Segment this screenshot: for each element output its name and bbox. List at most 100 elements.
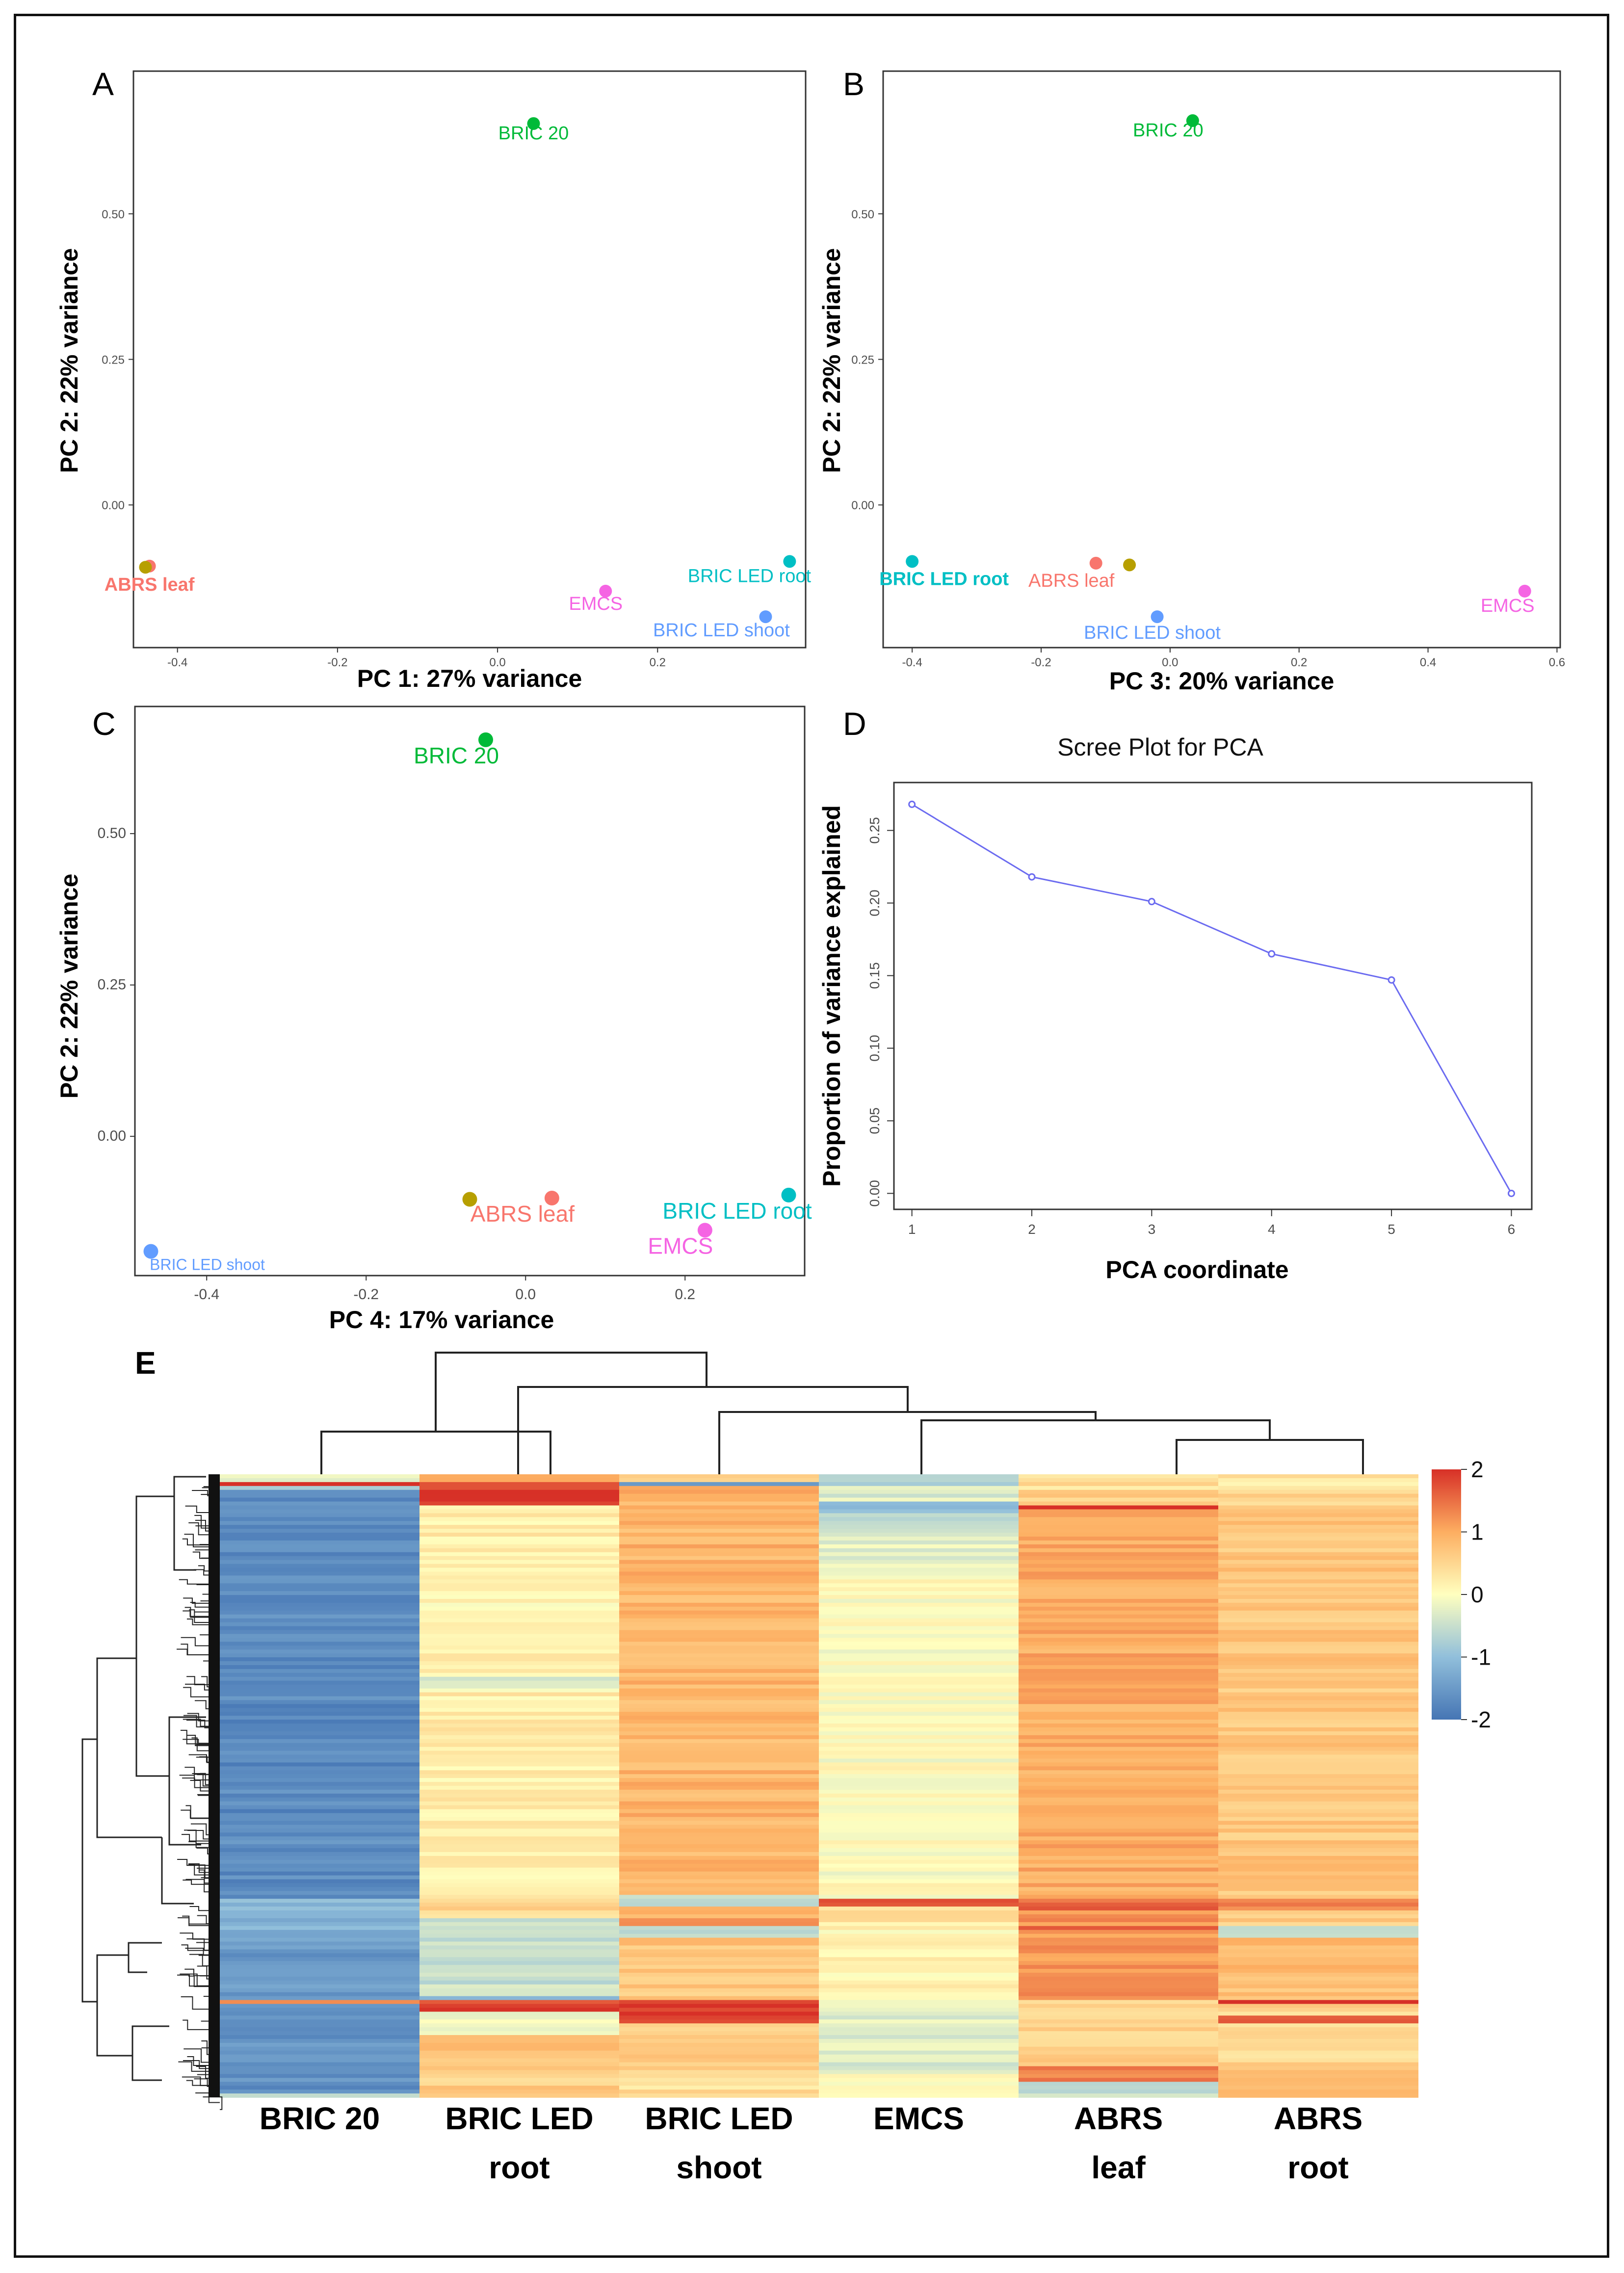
heatmap-cell	[1019, 1984, 1219, 1989]
heatmap-cell	[1218, 1552, 1418, 1557]
heatmap-cell	[619, 1973, 819, 1977]
y-tick-label: 0.00	[98, 1128, 126, 1144]
heatmap-cell	[1218, 1704, 1418, 1709]
heatmap-cell	[1218, 1969, 1418, 1973]
heatmap-cell	[419, 2038, 620, 2043]
plot-frame	[132, 70, 807, 649]
heatmap-cell	[419, 1497, 620, 1502]
heatmap-cell	[819, 1859, 1019, 1864]
heatmap-cell	[419, 1595, 620, 1599]
heatmap-cell	[419, 1840, 620, 1845]
heatmap-cell	[419, 1844, 620, 1849]
heatmap-cell	[619, 1700, 819, 1705]
heatmap-cell	[419, 1825, 620, 1829]
heatmap-cell	[1019, 1626, 1219, 1631]
heatmap-cell	[819, 2086, 1019, 2090]
heatmap-cell	[1218, 1735, 1418, 1740]
heatmap-cell	[419, 2062, 620, 2067]
column-label-line2: root	[1287, 2150, 1348, 2185]
heatmap-cell	[819, 1914, 1019, 1919]
scree-line	[911, 804, 1512, 1194]
heatmap-cell	[1019, 1556, 1219, 1561]
row-dendrogram-leaf	[185, 1805, 220, 1819]
heatmap-cell	[619, 1544, 819, 1549]
heatmap-cell	[619, 1945, 819, 1950]
heatmap-cell	[619, 1903, 819, 1907]
heatmap-cell	[419, 1750, 620, 1755]
y-tick-label: 0.20	[867, 889, 882, 916]
heatmap-cell	[419, 1961, 620, 1965]
heatmap-cell	[419, 2058, 620, 2063]
heatmap-cell	[1218, 1638, 1418, 1643]
point-label: BRIC LED shoot	[150, 1256, 265, 1274]
heatmap-cell	[419, 1669, 620, 1673]
heatmap-cell	[819, 1583, 1019, 1588]
heatmap-cell	[619, 1591, 819, 1595]
dendro-link-5	[517, 1386, 909, 1474]
heatmap-cell	[419, 1992, 620, 1997]
heatmap-cell	[220, 1591, 420, 1595]
heatmap-cell	[220, 1638, 420, 1643]
heatmap-cell	[220, 2058, 420, 2063]
heatmap-cell	[619, 2093, 819, 2098]
heatmap-cell	[419, 1926, 620, 1931]
heatmap-cell	[1019, 1724, 1219, 1728]
heatmap-cell	[619, 2015, 819, 2020]
heatmap-cell	[819, 1642, 1019, 1646]
heatmap-cell	[419, 2070, 620, 2075]
y-tick-label: 0.00	[102, 499, 125, 512]
heatmap-cell	[419, 2078, 620, 2083]
heatmap-cell	[1019, 1595, 1219, 1599]
heatmap-cell	[1218, 1731, 1418, 1736]
heatmap-cell	[1019, 1774, 1219, 1778]
heatmap-cell	[819, 1863, 1019, 1868]
heatmap-cell	[220, 1731, 420, 1736]
heatmap-cell	[619, 1501, 819, 1506]
heatmap-cell	[220, 2046, 420, 2051]
heatmap-cell	[220, 1887, 420, 1892]
heatmap-cell	[220, 1614, 420, 1619]
heatmap-cell	[1019, 1571, 1219, 1576]
heatmap-cell	[419, 1716, 620, 1720]
heatmap-cell	[220, 1910, 420, 1915]
heatmap-cell	[1218, 1583, 1418, 1588]
point-label: BRIC 20	[1133, 120, 1204, 141]
heatmap-cell	[1019, 1489, 1219, 1494]
heatmap-cell	[619, 1957, 819, 1961]
heatmap-cell	[819, 1782, 1019, 1786]
heatmap-cell	[1218, 1875, 1418, 1880]
heatmap-cell	[619, 1855, 819, 1860]
heatmap-cell	[819, 1813, 1019, 1818]
heatmap-cell	[1019, 1848, 1219, 1853]
row-dendrogram-leaf	[182, 1915, 220, 1925]
heatmap-cell	[1019, 1544, 1219, 1549]
heatmap-cell	[1019, 1782, 1219, 1786]
scatter-point	[906, 555, 919, 568]
heatmap-cell	[1019, 2074, 1219, 2079]
heatmap-cell	[619, 1933, 819, 1938]
heatmap-cell	[619, 1918, 819, 1923]
heatmap-cell	[220, 1727, 420, 1732]
heatmap-cell	[419, 1731, 620, 1736]
heatmap-cell	[819, 2066, 1019, 2071]
heatmap-cell	[1218, 1891, 1418, 1896]
heatmap-cell	[1019, 1945, 1219, 1950]
y-tick-label: 0.50	[98, 825, 126, 841]
heatmap-cell	[220, 1949, 420, 1954]
heatmap-cell	[220, 1937, 420, 1942]
heatmap-cell	[619, 2070, 819, 2075]
heatmap-cell	[220, 1933, 420, 1938]
heatmap-cell	[419, 1676, 620, 1681]
heatmap-cell	[619, 1618, 819, 1623]
heatmap-cell	[419, 1891, 620, 1896]
heatmap-cell	[819, 1556, 1019, 1561]
heatmap-cell	[419, 1680, 620, 1685]
heatmap-cell	[1019, 1649, 1219, 1654]
heatmap-cell	[220, 2050, 420, 2055]
heatmap-cell	[819, 1937, 1019, 1942]
heatmap-cell	[419, 1478, 620, 1483]
heatmap-cell	[1218, 1591, 1418, 1595]
heatmap-cell	[419, 1867, 620, 1872]
heatmap-cell	[1019, 1933, 1219, 1938]
heatmap-cell	[819, 2012, 1019, 2016]
